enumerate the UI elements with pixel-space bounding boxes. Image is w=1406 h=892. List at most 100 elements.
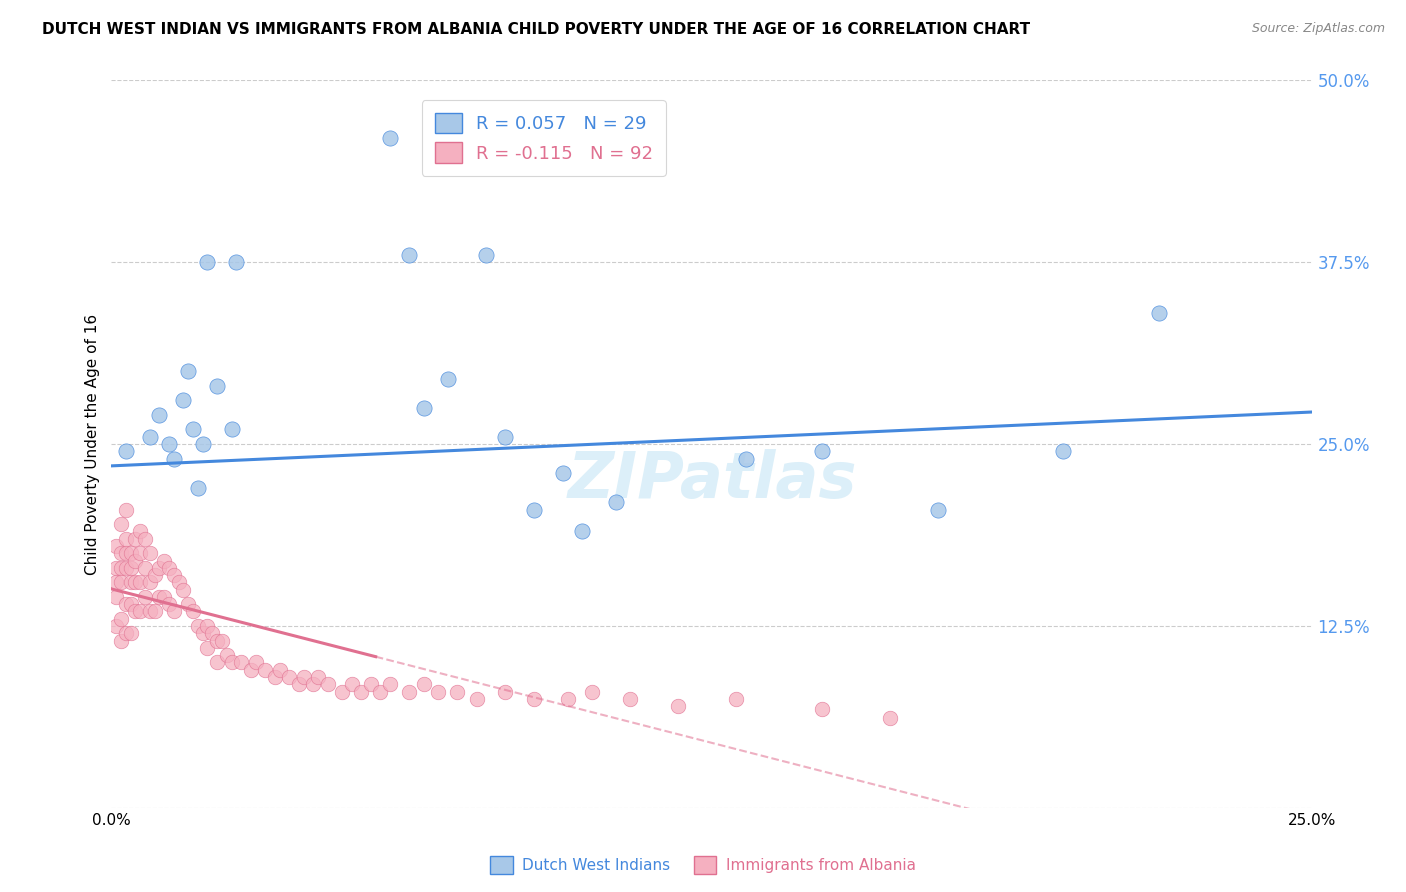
Point [143, 568, 166, 582]
Point [124, 605, 146, 619]
Point [307, 670, 329, 684]
Point [581, 684, 603, 698]
Point [105, 590, 128, 604]
Point [412, 677, 434, 691]
Point [120, 597, 142, 611]
Point [129, 524, 152, 539]
Point [129, 605, 152, 619]
Point [811, 444, 834, 458]
Point [172, 582, 194, 597]
Point [1147, 306, 1170, 320]
Point [557, 691, 579, 706]
Point [370, 684, 392, 698]
Point [124, 575, 146, 590]
Point [129, 546, 152, 560]
Point [412, 401, 434, 415]
Point [157, 561, 180, 575]
Point [114, 502, 136, 516]
Point [1052, 444, 1074, 458]
Point [215, 648, 238, 663]
Point [605, 495, 627, 509]
Point [105, 539, 128, 553]
Point [619, 691, 641, 706]
Point [287, 677, 309, 691]
Point [205, 656, 228, 670]
Point [191, 626, 214, 640]
Point [494, 430, 516, 444]
Point [551, 466, 574, 480]
Point [446, 684, 468, 698]
Point [225, 255, 247, 269]
Point [475, 248, 498, 262]
Point [197, 640, 219, 655]
Point [114, 561, 136, 575]
Point [302, 677, 325, 691]
Point [340, 677, 363, 691]
Point [465, 691, 488, 706]
Point [734, 451, 756, 466]
Point [181, 422, 204, 436]
Point [292, 670, 315, 684]
Point [398, 684, 420, 698]
Point [494, 684, 516, 698]
Point [378, 677, 401, 691]
Point [105, 561, 128, 575]
Point [523, 502, 546, 516]
Point [205, 633, 228, 648]
Point [163, 605, 186, 619]
Point [427, 684, 450, 698]
Point [163, 568, 186, 582]
Point [316, 677, 339, 691]
Point [221, 656, 243, 670]
Point [114, 546, 136, 560]
Point [205, 378, 228, 392]
Point [201, 626, 224, 640]
Point [110, 561, 132, 575]
Point [879, 711, 901, 725]
Point [120, 561, 142, 575]
Point [105, 575, 128, 590]
Point [110, 575, 132, 590]
Point [114, 626, 136, 640]
Point [167, 575, 190, 590]
Point [666, 699, 689, 714]
Text: ZIPatlas: ZIPatlas [567, 450, 856, 511]
Point [263, 670, 285, 684]
Point [110, 546, 132, 560]
Point [724, 691, 747, 706]
Point [110, 517, 132, 532]
Point [124, 553, 146, 567]
Point [177, 364, 200, 378]
Point [211, 633, 233, 648]
Point [187, 481, 209, 495]
Point [120, 575, 142, 590]
Point [163, 451, 186, 466]
Point [197, 619, 219, 633]
Point [229, 656, 252, 670]
Text: DUTCH WEST INDIAN VS IMMIGRANTS FROM ALBANIA CHILD POVERTY UNDER THE AGE OF 16 C: DUTCH WEST INDIAN VS IMMIGRANTS FROM ALB… [42, 22, 1031, 37]
Point [330, 684, 353, 698]
Point [398, 248, 420, 262]
Point [139, 605, 162, 619]
Point [221, 422, 243, 436]
Text: Source: ZipAtlas.com: Source: ZipAtlas.com [1251, 22, 1385, 36]
Point [120, 546, 142, 560]
Point [153, 590, 176, 604]
Point [197, 255, 219, 269]
Point [245, 656, 267, 670]
Point [153, 553, 176, 567]
Point [139, 575, 162, 590]
Point [191, 437, 214, 451]
Point [129, 575, 152, 590]
Point [143, 605, 166, 619]
Legend: Dutch West Indians, Immigrants from Albania: Dutch West Indians, Immigrants from Alba… [484, 850, 922, 880]
Point [157, 597, 180, 611]
Point [157, 437, 180, 451]
Point [254, 663, 277, 677]
Point [114, 444, 136, 458]
Point [378, 131, 401, 145]
Point [181, 605, 204, 619]
Point [139, 546, 162, 560]
Point [571, 524, 593, 539]
Point [105, 619, 128, 633]
